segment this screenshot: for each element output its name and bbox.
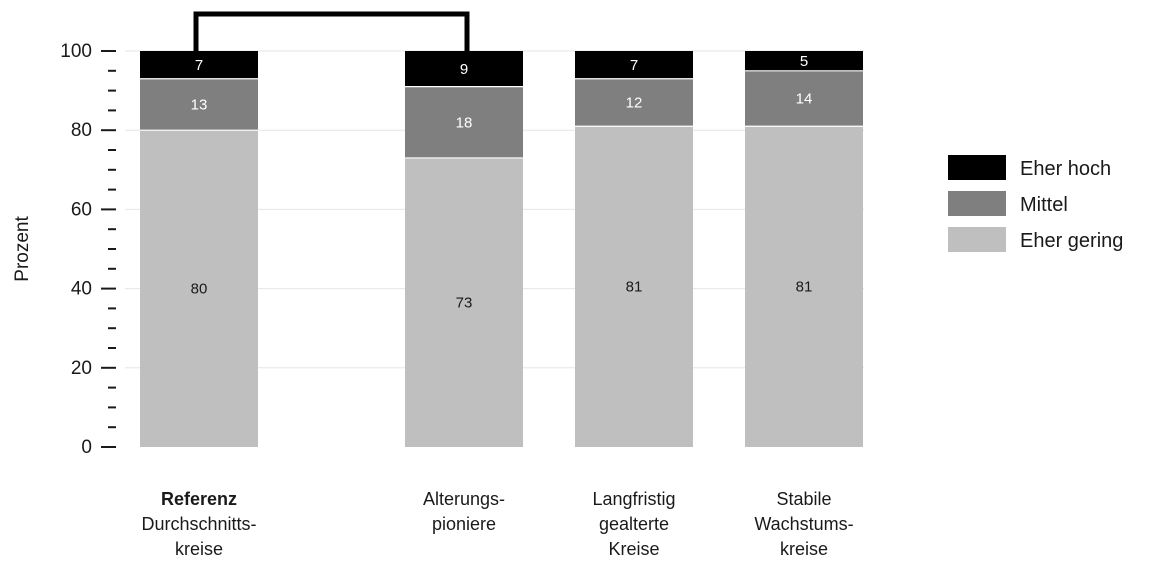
x-category-label: Stabile xyxy=(776,489,831,509)
x-category-label: pioniere xyxy=(432,514,496,534)
bar-segment xyxy=(140,78,258,131)
y-tick-label: 60 xyxy=(71,199,92,220)
legend-label: Eher gering xyxy=(1020,230,1123,252)
legend-swatch xyxy=(948,155,1006,180)
bar-value-label: 12 xyxy=(626,94,643,111)
bar-value-label: 13 xyxy=(191,96,208,113)
bar-value-label: 81 xyxy=(796,279,813,296)
bar-segment xyxy=(575,78,693,127)
y-tick-label: 0 xyxy=(81,437,92,458)
bar-segment xyxy=(745,70,863,127)
legend-swatch xyxy=(948,227,1006,252)
bar-segment xyxy=(745,51,863,71)
x-category-label: Kreise xyxy=(608,539,659,559)
y-tick-label: 100 xyxy=(60,41,92,62)
x-category-label: kreise xyxy=(780,539,828,559)
bar-segment xyxy=(405,157,523,448)
bar-value-label: 18 xyxy=(456,114,473,131)
x-category-label: kreise xyxy=(175,539,223,559)
legend-swatch xyxy=(948,191,1006,216)
x-category-label: Durchschnitts- xyxy=(141,514,256,534)
x-category-label: Referenz xyxy=(161,489,237,509)
bar-value-label: 73 xyxy=(456,294,473,311)
legend-label: Mittel xyxy=(1020,194,1068,216)
y-tick-label: 20 xyxy=(71,358,92,379)
bar-segment xyxy=(405,86,523,158)
bar-segment xyxy=(575,126,693,448)
bar-segment xyxy=(140,51,258,79)
bar-value-label: 7 xyxy=(630,57,638,74)
y-tick-label: 80 xyxy=(71,120,92,141)
y-axis-label: Prozent xyxy=(12,216,33,282)
x-category-label: Wachstums- xyxy=(754,514,853,534)
x-category-label: Alterungs- xyxy=(423,489,505,509)
bar-value-label: 5 xyxy=(800,53,808,70)
x-category-label: gealterte xyxy=(599,514,669,534)
bar-value-label: 7 xyxy=(195,57,203,74)
bar-value-label: 81 xyxy=(626,279,643,296)
bar-segment xyxy=(405,51,523,87)
bar-value-label: 9 xyxy=(460,61,468,78)
bar-segment xyxy=(575,51,693,79)
bar-segment xyxy=(745,126,863,448)
bar-value-label: 80 xyxy=(191,281,208,298)
x-category-label: Langfristig xyxy=(592,489,675,509)
legend-label: Eher hoch xyxy=(1020,158,1111,180)
bar-value-label: 14 xyxy=(796,91,813,108)
bar-segment xyxy=(140,130,258,447)
comparison-bracket xyxy=(193,11,470,51)
y-tick-label: 40 xyxy=(71,279,92,300)
